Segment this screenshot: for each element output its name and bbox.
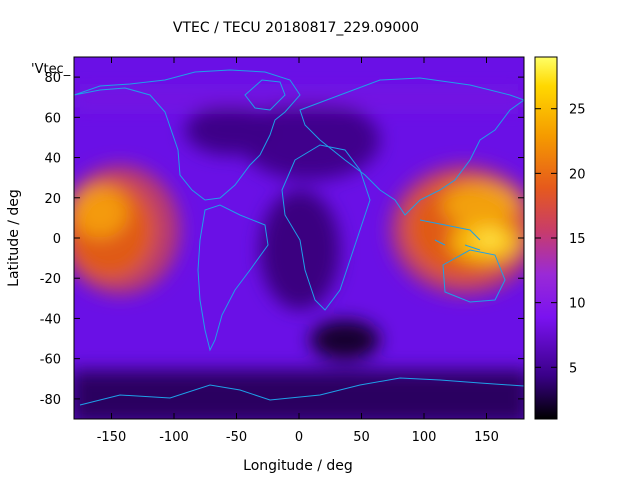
y-tick-label: 40 bbox=[44, 152, 61, 167]
y-tick-label: 60 bbox=[44, 111, 61, 126]
colorbar-axis: 5 10 15 20 25 bbox=[535, 103, 586, 376]
y-tick-label: -40 bbox=[40, 312, 61, 327]
colorbar-tick-label: 15 bbox=[569, 232, 586, 247]
y-tick-label: 80 bbox=[44, 71, 61, 86]
x-tick-label: 100 bbox=[412, 430, 437, 445]
y-tick-label: 20 bbox=[44, 192, 61, 207]
x-tick-label: 50 bbox=[353, 430, 370, 445]
x-tick-label: -100 bbox=[159, 430, 189, 445]
y-tick-label: 0 bbox=[53, 232, 61, 247]
y-tick-label: -80 bbox=[40, 393, 61, 408]
chart-title: VTEC / TECU 20180817_229.09000 bbox=[173, 20, 419, 36]
y-axis-label: Latitude / deg bbox=[6, 189, 22, 287]
key-label: 'Vtec_ bbox=[31, 62, 71, 77]
colorbar-tick-label: 25 bbox=[569, 103, 586, 118]
y-tick-label: -20 bbox=[40, 272, 61, 287]
colorbar-tick-label: 5 bbox=[569, 361, 577, 376]
x-tick-label: 0 bbox=[295, 430, 303, 445]
y-axis: -80 -60 -40 -20 0 20 40 60 80 bbox=[40, 71, 524, 408]
y-tick-label: -60 bbox=[40, 353, 61, 368]
x-axis-label: Longitude / deg bbox=[243, 458, 353, 474]
x-tick-label: 150 bbox=[474, 430, 499, 445]
colorbar-tick-label: 10 bbox=[569, 297, 586, 312]
heatmap bbox=[74, 57, 524, 419]
x-axis: -150 -100 -50 0 50 100 150 bbox=[97, 57, 499, 445]
x-tick-label: -50 bbox=[226, 430, 247, 445]
coastlines bbox=[74, 69, 524, 406]
x-tick-label: -150 bbox=[97, 430, 127, 445]
colorbar-tick-label: 20 bbox=[569, 167, 586, 182]
